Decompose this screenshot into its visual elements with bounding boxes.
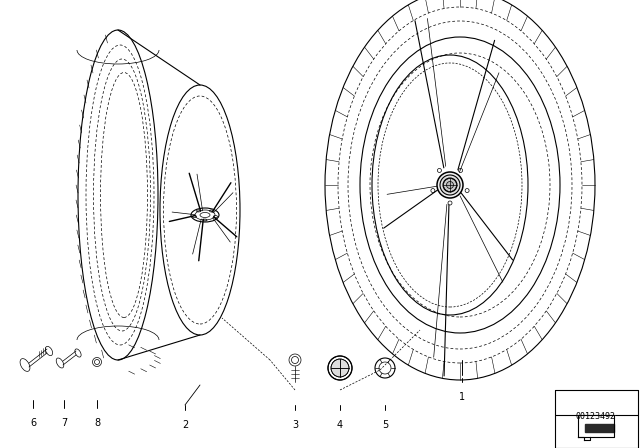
- Ellipse shape: [440, 175, 460, 195]
- Text: 6: 6: [30, 418, 36, 428]
- Wedge shape: [340, 368, 349, 377]
- Ellipse shape: [331, 359, 349, 377]
- Text: 1: 1: [459, 392, 465, 402]
- Text: 8: 8: [94, 418, 100, 428]
- Ellipse shape: [447, 181, 454, 189]
- Text: 00123492: 00123492: [576, 412, 616, 421]
- Text: 4: 4: [337, 420, 343, 430]
- Polygon shape: [578, 415, 614, 435]
- Text: 3: 3: [292, 420, 298, 430]
- Wedge shape: [331, 359, 340, 368]
- Text: 5: 5: [382, 420, 388, 430]
- Wedge shape: [331, 368, 340, 377]
- Polygon shape: [585, 424, 614, 432]
- Text: 2: 2: [182, 420, 188, 430]
- Ellipse shape: [444, 178, 456, 191]
- Ellipse shape: [437, 172, 463, 198]
- Wedge shape: [340, 359, 349, 368]
- Text: 7: 7: [61, 418, 67, 428]
